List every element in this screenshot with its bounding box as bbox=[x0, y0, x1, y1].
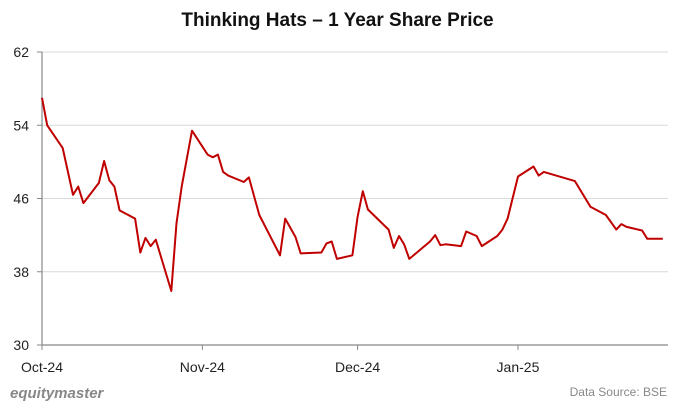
x-tick-label: Jan-25 bbox=[497, 359, 540, 375]
y-tick-label: 46 bbox=[13, 191, 29, 207]
x-tick-label: Oct-24 bbox=[21, 359, 63, 375]
data-source: Data Source: BSE bbox=[569, 385, 667, 399]
x-tick-label: Dec-24 bbox=[335, 359, 380, 375]
y-tick-label: 38 bbox=[13, 264, 29, 280]
y-tick-label: 62 bbox=[13, 44, 29, 60]
equitymaster-logo: equitymaster bbox=[10, 385, 104, 402]
y-tick-label: 30 bbox=[13, 337, 29, 353]
price-line bbox=[41, 97, 663, 292]
chart-title: Thinking Hats – 1 Year Share Price bbox=[181, 10, 494, 31]
y-tick-label: 54 bbox=[13, 117, 29, 133]
x-tick-label: Nov-24 bbox=[180, 359, 225, 375]
